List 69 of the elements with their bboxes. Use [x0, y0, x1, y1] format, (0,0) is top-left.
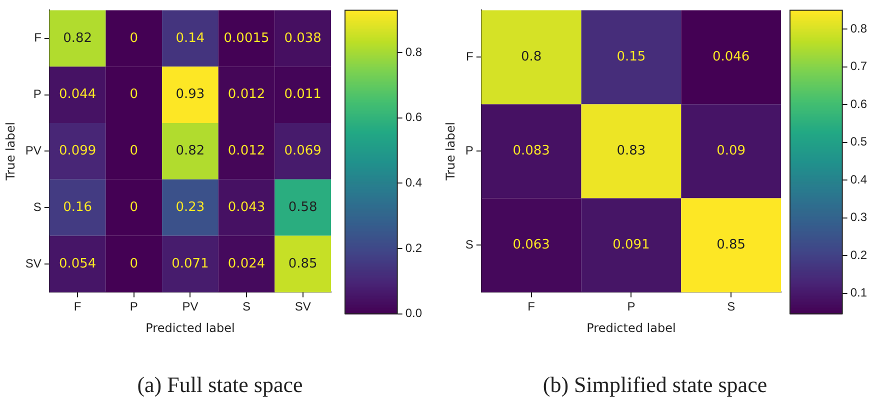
- data-label: 0.054: [58, 256, 96, 272]
- y-tick-label: P: [33, 87, 42, 102]
- data-label: 0.091: [612, 238, 650, 253]
- color-bar-label: 0.4: [850, 172, 868, 186]
- data-label: 0.58: [288, 200, 318, 215]
- color-bar-label: 0.3: [850, 210, 868, 224]
- data-label: 0.82: [63, 30, 92, 46]
- data-label: 0.85: [288, 256, 318, 272]
- data-label: 0.011: [284, 87, 322, 102]
- data-label: 0.099: [58, 144, 96, 159]
- data-label: 0.93: [176, 87, 205, 102]
- y-tick-label: PV: [25, 144, 42, 158]
- color-bar-label: 0.2: [405, 240, 422, 255]
- color-bar-label: 0.5: [850, 134, 868, 149]
- data-label: 0: [130, 30, 138, 46]
- y-tick-label: F: [466, 50, 474, 64]
- data-label: 0: [130, 256, 138, 272]
- y-axis-title: True label: [443, 122, 458, 182]
- x-tick-label: S: [727, 300, 736, 314]
- data-label: 0: [130, 200, 138, 215]
- data-label: 0.046: [712, 50, 750, 65]
- y-tick-label: F: [34, 30, 42, 45]
- data-label: 0.083: [512, 144, 550, 159]
- data-label: 0.024: [228, 256, 266, 272]
- data-label: 0.23: [176, 200, 205, 215]
- data-label: 0: [130, 87, 138, 102]
- y-tick-label: P: [465, 144, 474, 158]
- data-label: 0.044: [58, 87, 96, 102]
- y-tick-label: S: [33, 200, 42, 214]
- color-bar-label: 0.8: [405, 44, 422, 59]
- color-bar-label: 0.2: [850, 248, 868, 262]
- data-label: 0: [130, 144, 138, 159]
- x-tick-label: F: [528, 300, 536, 314]
- data-label: 0.8: [520, 50, 542, 65]
- data-label: 0.038: [284, 30, 322, 46]
- x-axis-title: Predicted label: [146, 320, 235, 335]
- text: (b) Simplified state space: [542, 372, 768, 398]
- y-tick-label: S: [465, 238, 474, 252]
- y-axis-title: True label: [3, 122, 18, 182]
- x-tick-label: PV: [182, 300, 198, 314]
- color-bar-label: 0.4: [405, 176, 422, 190]
- data-label: 0.82: [176, 144, 205, 159]
- color-bar-label: 0.8: [850, 21, 868, 36]
- data-label: 0.043: [228, 200, 266, 215]
- data-label: 0.15: [616, 50, 646, 65]
- color-bar-label: 0.1: [850, 286, 868, 300]
- data-label: 0.85: [716, 238, 746, 253]
- text: (a) Full state space: [136, 372, 304, 398]
- data-label: 0.16: [63, 200, 92, 215]
- data-label: 0.012: [228, 87, 266, 102]
- data-label: 0.069: [284, 144, 322, 159]
- data-label: 0.14: [176, 30, 205, 46]
- data-label: 0.09: [716, 144, 746, 159]
- color-bar-label: 0.0: [405, 306, 422, 320]
- color-bar-label: 0.6: [405, 110, 422, 124]
- x-axis-title: Predicted label: [586, 320, 676, 335]
- y-tick-label: SV: [25, 256, 42, 270]
- data-label: 0.063: [512, 238, 550, 253]
- color-bar-label: 0.7: [850, 59, 868, 74]
- x-tick-label: F: [74, 300, 82, 314]
- x-tick-label: S: [242, 300, 251, 314]
- data-label: 0.012: [228, 144, 266, 159]
- color-bar-label: 0.6: [850, 96, 868, 111]
- data-label: 0.83: [616, 144, 646, 159]
- data-label: 0.071: [172, 256, 209, 272]
- x-tick-label: P: [130, 300, 138, 314]
- data-label: 0.0015: [224, 30, 270, 46]
- x-tick-label: P: [627, 300, 636, 314]
- x-tick-label: SV: [294, 300, 311, 314]
